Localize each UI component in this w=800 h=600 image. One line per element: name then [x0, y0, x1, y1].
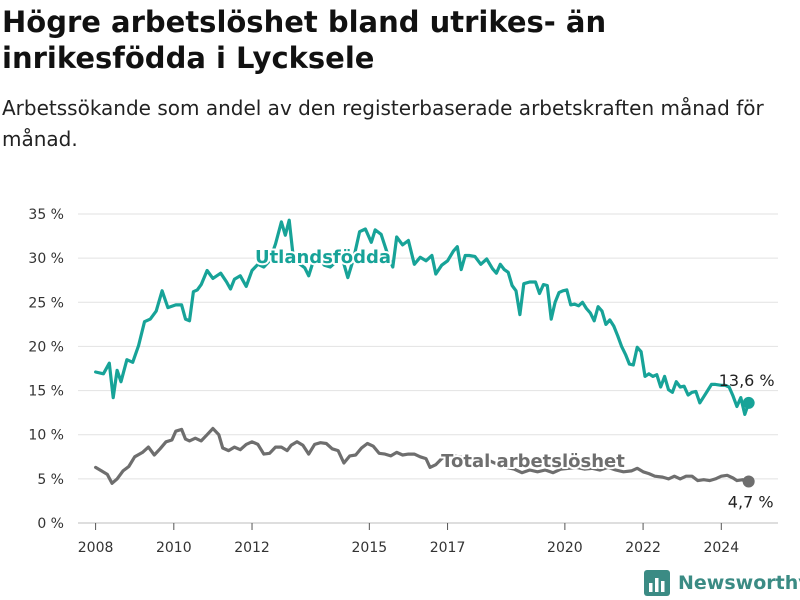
x-axis: 2008 2010 2012 2015 2017 2020 2022 2024 [78, 523, 739, 556]
series-line-0 [94, 218, 751, 416]
series-line-1 [94, 426, 751, 485]
x-tick-label: 2024 [703, 540, 739, 556]
series-name-halo: Utlandsfödda [255, 247, 391, 268]
y-tick-label: 30 % [28, 251, 64, 267]
series-name-label: Total arbetslöshet [441, 451, 625, 472]
x-tick-label: 2008 [78, 540, 114, 556]
x-tick-label: 2017 [430, 540, 466, 556]
newsworthy-logo: Newsworthy [644, 568, 800, 598]
y-tick-label: 25 % [28, 295, 64, 311]
chart-subtitle: Arbetssökande som andel av den registerb… [2, 96, 764, 151]
series-name-label: Utlandsfödda [255, 247, 391, 268]
x-tick-label: 2020 [547, 540, 583, 556]
x-tick-label: 2012 [234, 540, 270, 556]
y-tick-label: 20 % [28, 339, 64, 355]
grid-lines [78, 213, 778, 524]
chart-title: Högre arbetslöshet bland utrikes- än inr… [2, 5, 607, 75]
series-end-label-0: 13,6 % [719, 371, 775, 390]
y-tick-label: 35 % [28, 207, 64, 223]
y-tick-label: 0 % [37, 516, 64, 532]
bar-chart-logo-icon [644, 570, 670, 596]
y-tick-label: 10 % [28, 428, 64, 444]
y-tick-label: 15 % [28, 384, 64, 400]
y-axis: 0 % 5 % 10 % 15 % 20 % 25 % 30 % 35 % [28, 207, 64, 532]
series-end-label-1: 4,7 % [728, 493, 774, 512]
y-tick-label: 5 % [37, 472, 64, 488]
x-tick-label: 2022 [625, 540, 661, 556]
brand-name: Newsworthy [678, 572, 800, 594]
series-labels: 13,6 %4,7 %UtlandsföddaUtlandsföddaTotal… [253, 245, 775, 512]
series-name-halo: Total arbetslöshet [441, 451, 625, 472]
series-end-point-1 [742, 475, 755, 488]
series-end-point-0 [742, 396, 755, 409]
x-tick-label: 2010 [156, 540, 192, 556]
series-lines [94, 218, 755, 488]
x-tick-label: 2015 [352, 540, 388, 556]
